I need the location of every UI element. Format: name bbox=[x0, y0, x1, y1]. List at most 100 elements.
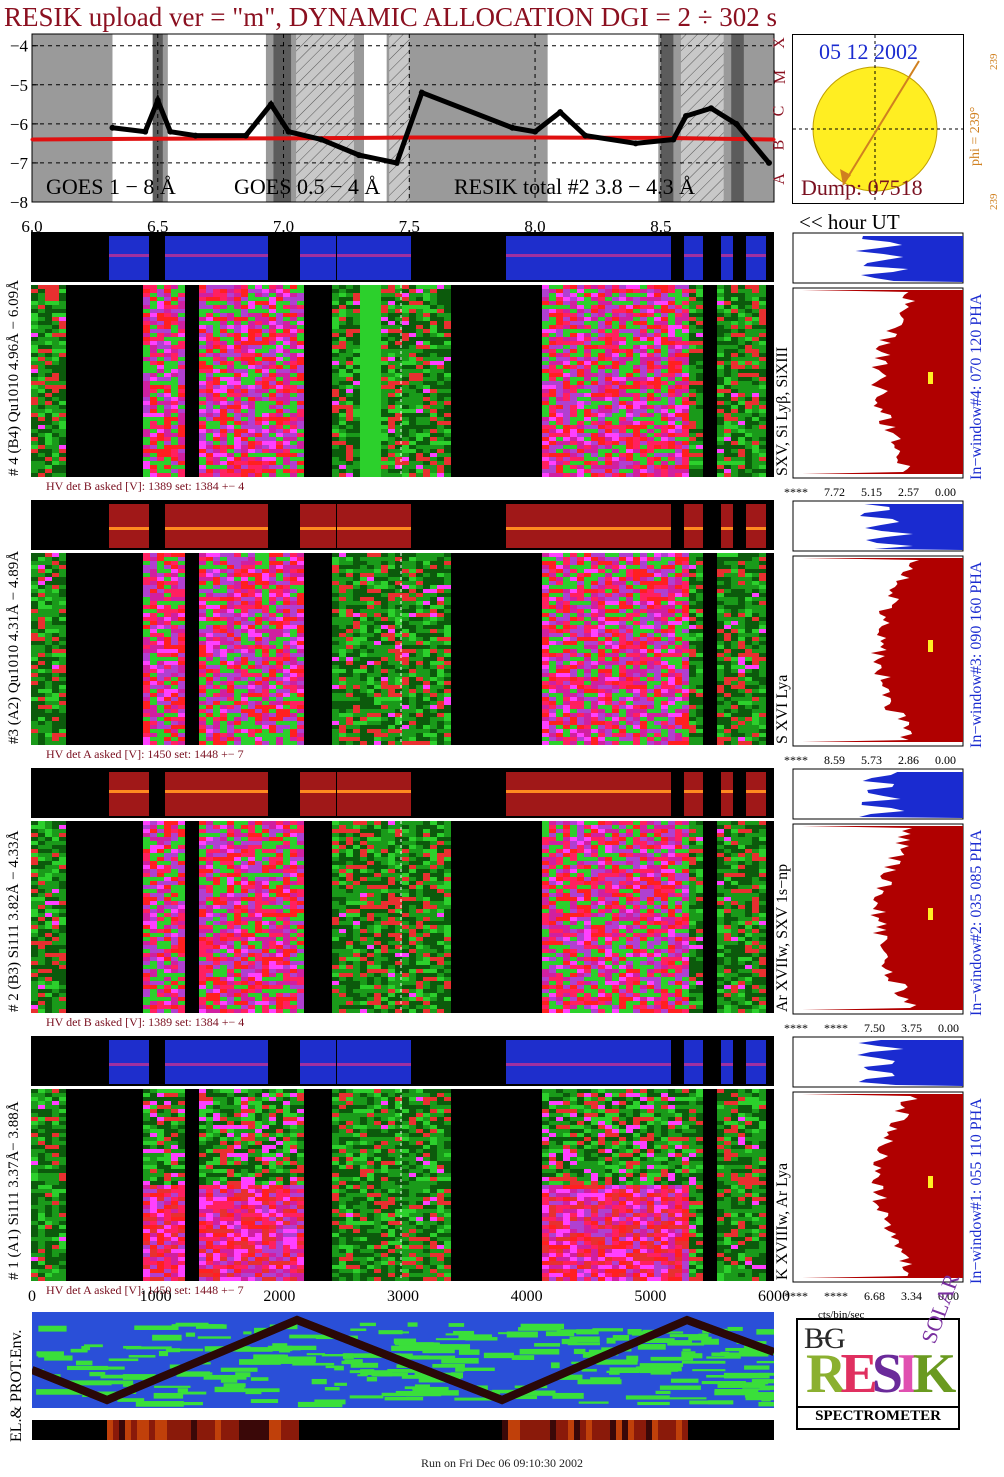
spectrogram-cell bbox=[444, 361, 451, 365]
spectrogram-cell bbox=[255, 685, 262, 689]
spectrogram-cell bbox=[290, 357, 297, 361]
spectrogram-cell bbox=[213, 317, 220, 321]
spectrogram-cell bbox=[283, 581, 290, 585]
spectrogram-cell bbox=[45, 721, 52, 725]
spectrogram-cell bbox=[738, 401, 745, 405]
spectrogram-cell bbox=[255, 469, 262, 473]
spectrogram-cell bbox=[332, 621, 339, 625]
spectrogram-cell bbox=[178, 313, 185, 317]
spectrogram-cell bbox=[619, 461, 626, 465]
spectrogram-cell bbox=[150, 305, 157, 309]
spectrogram-cell bbox=[339, 313, 346, 317]
spectrogram-cell bbox=[262, 705, 269, 709]
spectrogram-cell bbox=[199, 457, 206, 461]
spectrogram-cell bbox=[220, 317, 227, 321]
spectrogram-cell bbox=[598, 405, 605, 409]
spectrogram-cell bbox=[150, 609, 157, 613]
spectrogram-cell bbox=[248, 361, 255, 365]
spectrogram-cell bbox=[255, 729, 262, 733]
spectrogram-cell bbox=[675, 329, 682, 333]
spectrogram-cell bbox=[409, 409, 416, 413]
spectrogram-cell bbox=[164, 445, 171, 449]
spectrogram-cell bbox=[241, 637, 248, 641]
spectrogram-cell bbox=[143, 693, 150, 697]
spectrogram-cell bbox=[745, 377, 752, 381]
spectrogram-cell bbox=[269, 557, 276, 561]
goes-series-line bbox=[112, 89, 771, 166]
spectrogram-cell bbox=[164, 593, 171, 597]
spectrogram-cell bbox=[731, 437, 738, 441]
spectrogram-cell bbox=[444, 413, 451, 417]
spectrogram-cell bbox=[577, 317, 584, 321]
spectrogram-cell bbox=[724, 337, 731, 341]
spectrogram-cell bbox=[262, 465, 269, 469]
spectrogram-cell bbox=[213, 605, 220, 609]
spectrogram-cell bbox=[626, 389, 633, 393]
spectrogram-cell bbox=[633, 417, 640, 421]
spectrogram-cell bbox=[668, 441, 675, 445]
spectrogram-cell bbox=[45, 301, 52, 305]
spectrogram-cell bbox=[542, 445, 549, 449]
spectrogram-cell bbox=[234, 617, 241, 621]
spectrogram-cell bbox=[738, 417, 745, 421]
spectrogram-cell bbox=[605, 389, 612, 393]
spectrogram-cell bbox=[38, 293, 45, 297]
spectrogram-cell bbox=[178, 293, 185, 297]
spectrogram-cell bbox=[234, 417, 241, 421]
spectrogram-cell bbox=[38, 697, 45, 701]
spectrogram-cell bbox=[353, 321, 360, 325]
spectrogram-cell bbox=[346, 453, 353, 457]
spectrogram-cell bbox=[178, 553, 185, 557]
spectrogram-cell bbox=[374, 313, 381, 317]
spectrogram-cell bbox=[717, 369, 724, 373]
spectrogram-cell bbox=[752, 441, 759, 445]
spectrogram-cell bbox=[437, 473, 444, 477]
spectrogram-cell bbox=[269, 313, 276, 317]
spectrogram-cell bbox=[297, 737, 304, 741]
spectrogram-cell bbox=[395, 465, 402, 469]
spectrogram-cell bbox=[619, 289, 626, 293]
spectrogram-cell bbox=[423, 405, 430, 409]
spectrogram-cell bbox=[234, 425, 241, 429]
spectrogram-cell bbox=[143, 733, 150, 737]
spectrogram-cell bbox=[178, 333, 185, 337]
spectrogram-cell bbox=[577, 445, 584, 449]
spectrogram-cell bbox=[241, 353, 248, 357]
spectrogram-cell bbox=[654, 305, 661, 309]
spectrogram-cell bbox=[269, 409, 276, 413]
spectrogram-cell bbox=[150, 345, 157, 349]
spectrogram-cell bbox=[556, 389, 563, 393]
spectrogram-cell bbox=[171, 337, 178, 341]
spectrogram-cell bbox=[234, 689, 241, 693]
spectrogram-cell bbox=[269, 689, 276, 693]
spectrogram-cell bbox=[745, 317, 752, 321]
spectrogram-cell bbox=[381, 293, 388, 297]
spectrogram-cell bbox=[31, 449, 38, 453]
goes-series-point bbox=[670, 136, 677, 143]
spectrogram-cell bbox=[724, 461, 731, 465]
spectrogram-cell bbox=[241, 377, 248, 381]
spectrogram-cell bbox=[675, 425, 682, 429]
spectrogram-cell bbox=[542, 349, 549, 353]
spectrogram-cell bbox=[199, 361, 206, 365]
spectrogram-cell bbox=[241, 725, 248, 729]
spectrogram-cell bbox=[52, 569, 59, 573]
spectrogram-cell bbox=[416, 349, 423, 353]
spectrogram-cell bbox=[234, 573, 241, 577]
spectrogram-cell bbox=[255, 297, 262, 301]
spectrogram-cell bbox=[332, 625, 339, 629]
spectrogram-cell bbox=[724, 401, 731, 405]
spectrogram-cell bbox=[213, 705, 220, 709]
spectrogram-cell bbox=[241, 433, 248, 437]
spectrogram-cell bbox=[668, 453, 675, 457]
spectrogram-cell bbox=[227, 401, 234, 405]
spectrogram-cell bbox=[248, 725, 255, 729]
spectrogram-cell bbox=[164, 381, 171, 385]
spectrogram-cell bbox=[612, 441, 619, 445]
spectrogram-cell bbox=[542, 473, 549, 477]
spectrogram-cell bbox=[248, 293, 255, 297]
spectrogram-cell bbox=[227, 645, 234, 649]
spectrogram-cell bbox=[283, 649, 290, 653]
spectrogram-cell bbox=[283, 397, 290, 401]
spectrogram-cell bbox=[157, 313, 164, 317]
